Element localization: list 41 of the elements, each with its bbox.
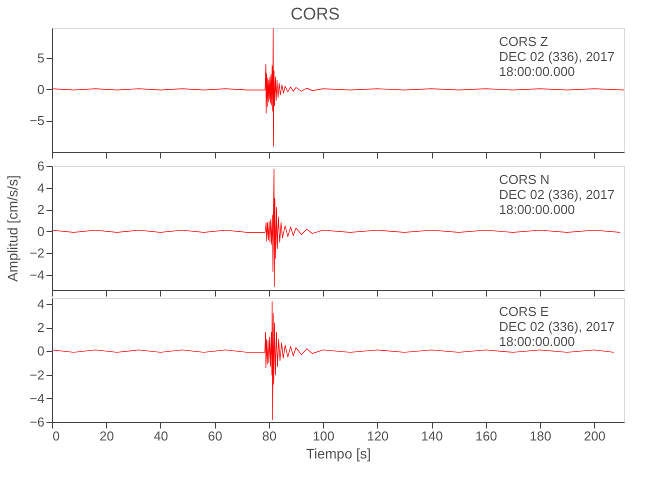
y-tick-label: −6 [30, 414, 44, 430]
annotation: 18:00:00.000 [499, 334, 575, 349]
annotation: 18:00:00.000 [499, 202, 575, 217]
annotation: 18:00:00.000 [499, 64, 575, 79]
line-series [52, 301, 614, 420]
y-tick-label: −4 [30, 390, 44, 406]
x-tick-label: 0 [52, 428, 60, 444]
x-tick-label: 180 [530, 428, 552, 444]
x-tick-label: 20 [99, 428, 114, 444]
x-axis-title: Tiempo [s] [306, 446, 371, 462]
line-series [52, 28, 624, 147]
annotation: CORS Z [499, 34, 548, 49]
y-tick-label: 5 [37, 50, 44, 66]
y-tick-label: 2 [37, 320, 44, 336]
x-tick-label: 80 [262, 428, 277, 444]
y-axis-title: Amplitud [cm/s/s] [4, 175, 20, 282]
x-tick-label: 100 [312, 428, 334, 444]
y-tick-label: 0 [37, 344, 44, 359]
x-tick-label: 140 [421, 428, 443, 444]
y-tick-label: 0 [37, 82, 44, 97]
x-tick-label: 60 [208, 428, 222, 444]
x-tick-label: 200 [584, 428, 606, 444]
y-tick-label: 0 [37, 224, 44, 239]
y-tick-label: 4 [37, 180, 44, 196]
y-tick-label: 2 [37, 202, 44, 218]
chart-title: CORS [290, 4, 340, 24]
annotation: DEC 02 (336), 2017 [499, 319, 615, 334]
x-tick-label: 40 [154, 428, 168, 444]
y-tick-label: −5 [30, 113, 44, 128]
annotation: DEC 02 (336), 2017 [499, 49, 615, 64]
x-tick-label: 120 [366, 428, 389, 444]
annotation: CORS N [499, 172, 550, 187]
y-tick-label: −2 [30, 246, 44, 261]
y-tick-label: −4 [30, 267, 44, 282]
y-tick-label: −2 [30, 367, 44, 382]
annotation: DEC 02 (336), 2017 [499, 187, 615, 202]
annotation: CORS E [499, 304, 550, 319]
x-tick-label: 160 [475, 428, 498, 444]
y-tick-label: 4 [37, 296, 44, 312]
y-tick-label: 6 [37, 158, 44, 174]
line-series [52, 168, 621, 288]
